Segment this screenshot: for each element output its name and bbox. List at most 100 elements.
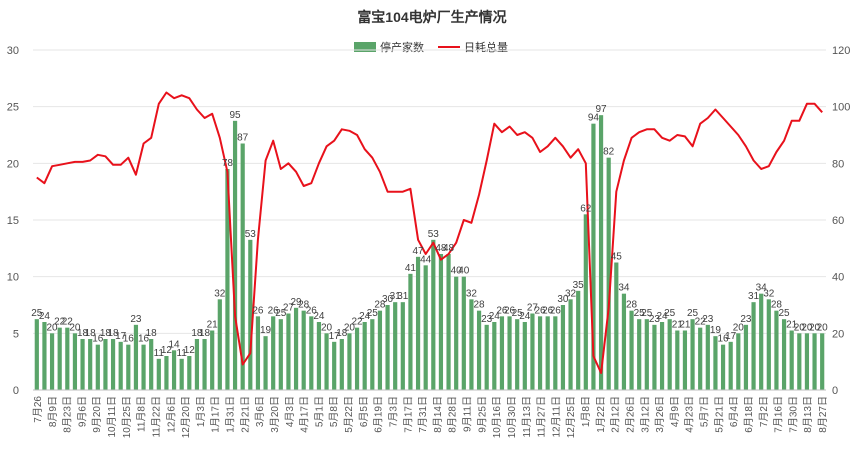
bar-data-label: 21	[207, 320, 219, 331]
bar	[309, 316, 314, 390]
bar-data-label: 16	[123, 334, 135, 345]
bar	[118, 341, 123, 390]
bar-data-label: 31	[390, 291, 402, 302]
bar-data-label: 11	[176, 348, 187, 359]
bar-data-label: 48	[443, 243, 455, 254]
bar	[65, 327, 70, 390]
bar-data-label: 22	[352, 317, 364, 328]
legend-line-label: 日耗总量	[464, 40, 508, 54]
bar-data-label: 16	[92, 334, 104, 345]
x-tick-label: 8月27日	[817, 396, 829, 433]
x-tick-label: 1月17日	[210, 396, 222, 433]
bar	[537, 316, 543, 390]
bar-data-label: 23	[649, 314, 661, 325]
bar-data-label: 26	[535, 305, 547, 316]
bar	[759, 293, 764, 390]
bar-data-label: 24	[489, 311, 501, 322]
bar	[179, 358, 184, 390]
bar-data-label: 30	[557, 294, 569, 305]
bar-data-label: 22	[54, 317, 66, 328]
bar-data-label: 28	[374, 300, 386, 311]
bar-data-label: 16	[138, 334, 150, 345]
bar	[126, 344, 131, 390]
x-tick-label: 10月25日	[121, 396, 133, 438]
x-tick-label: 12月11日	[550, 396, 562, 438]
bar	[530, 313, 535, 390]
bar	[492, 322, 497, 390]
bar-data-label: 21	[672, 320, 684, 331]
bar	[34, 319, 39, 390]
bar	[400, 302, 405, 390]
bar-data-label: 53	[245, 229, 257, 240]
bar-data-label: 20	[321, 322, 333, 333]
x-tick-label: 9月11日	[462, 396, 474, 432]
bar-data-label: 28	[771, 300, 783, 311]
x-tick-label: 7月17日	[402, 396, 414, 433]
bar	[88, 339, 93, 390]
bar	[629, 310, 634, 390]
bar-data-label: 17	[115, 331, 127, 342]
bar-data-label: 27	[283, 303, 295, 314]
bar	[560, 305, 566, 390]
bar	[820, 333, 825, 390]
legend-bar-swatch	[354, 42, 376, 52]
x-tick-label: 6月18日	[743, 396, 755, 433]
bar-data-label: 26	[306, 305, 318, 316]
bar-data-label: 17	[329, 331, 341, 342]
x-tick-label: 7月2日	[758, 396, 770, 427]
bar	[225, 169, 230, 390]
x-tick-label: 5月7日	[699, 396, 711, 427]
bar-data-label: 18	[191, 328, 203, 339]
bar-data-label: 12	[161, 345, 173, 356]
x-tick-label: 7月30日	[787, 396, 799, 433]
y-right-tick-label: 20	[832, 328, 844, 340]
bar	[606, 157, 611, 390]
bar-data-label: 41	[405, 263, 417, 274]
bar-data-label: 26	[268, 305, 280, 316]
bar	[141, 344, 146, 390]
x-tick-label: 2月26日	[624, 396, 636, 433]
x-tick-label: 11月27日	[536, 396, 548, 438]
bar-data-label: 25	[275, 308, 287, 319]
bar-data-label: 87	[237, 133, 249, 144]
x-tick-label: 2月12日	[610, 396, 622, 433]
bar-data-label: 24	[519, 311, 531, 322]
x-tick-label: 1月8日	[580, 396, 592, 427]
bar-data-label: 25	[779, 308, 791, 319]
bar-data-label: 24	[359, 311, 371, 322]
y-right-tick-label: 40	[832, 272, 844, 284]
bar	[598, 115, 604, 391]
bar	[248, 239, 253, 390]
bar	[263, 336, 268, 390]
bar	[774, 310, 779, 390]
bar	[324, 333, 329, 390]
x-tick-label: 10月11日	[106, 396, 118, 438]
bar	[133, 324, 139, 390]
bar	[408, 273, 413, 390]
bar	[354, 327, 360, 390]
y-right-tick-label: 80	[832, 158, 844, 170]
bar	[568, 299, 573, 390]
bar-data-label: 18	[336, 328, 348, 339]
bar	[171, 350, 177, 390]
bar-data-label: 25	[687, 308, 699, 319]
bar-data-label: 20	[733, 322, 745, 333]
bar	[232, 120, 238, 390]
bar-data-label: 24	[657, 311, 669, 322]
bar-data-label: 14	[169, 339, 181, 350]
x-tick-label: 10月16日	[491, 396, 503, 438]
bar	[698, 327, 703, 390]
bar	[332, 341, 337, 390]
bar-data-label: 26	[504, 305, 516, 316]
bar-data-label: 20	[69, 322, 81, 333]
bar-data-label: 95	[230, 110, 242, 121]
bar	[621, 293, 627, 390]
bar	[49, 333, 55, 390]
bar	[728, 341, 733, 390]
bar	[423, 265, 428, 390]
bar-data-label: 97	[596, 104, 608, 115]
bar	[377, 310, 383, 390]
bar	[42, 322, 47, 390]
bar	[431, 239, 436, 390]
bar-data-label: 25	[367, 308, 379, 319]
